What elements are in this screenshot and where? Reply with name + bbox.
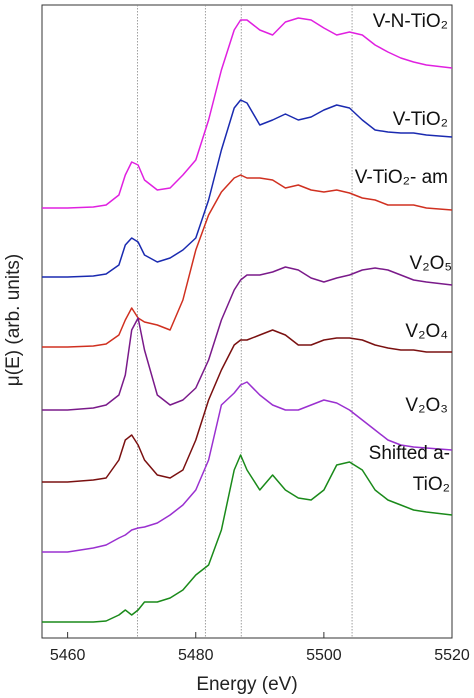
spectrum-line (42, 329, 452, 483)
spectrum-line (42, 99, 453, 278)
series-label: V₂O₄ (405, 321, 448, 342)
y-axis-label: μ(E) (arb. units) (3, 254, 24, 386)
series-label: Shifted a-TiO₂ (368, 443, 450, 495)
series-label: V-N-TiO₂ (372, 11, 448, 32)
x-tick-label: 5480 (178, 647, 214, 664)
series-label: V₂O₃ (405, 395, 448, 416)
plot-frame (41, 4, 453, 639)
spectrum-line (42, 381, 453, 553)
series-label: V₂O₅ (409, 253, 452, 274)
series-label: V-TiO₂- am (354, 167, 448, 188)
x-tick-label: 5500 (306, 647, 342, 664)
spectrum-line (42, 174, 453, 348)
series-label: V-TiO₂ (392, 109, 448, 130)
x-tick-label: 5520 (434, 647, 470, 664)
spectrum-line (42, 17, 453, 209)
spectrum-line (42, 266, 453, 411)
x-tick-label: 5460 (50, 647, 86, 664)
x-axis-label: Energy (eV) (196, 674, 297, 695)
spectrum-line (42, 454, 453, 623)
